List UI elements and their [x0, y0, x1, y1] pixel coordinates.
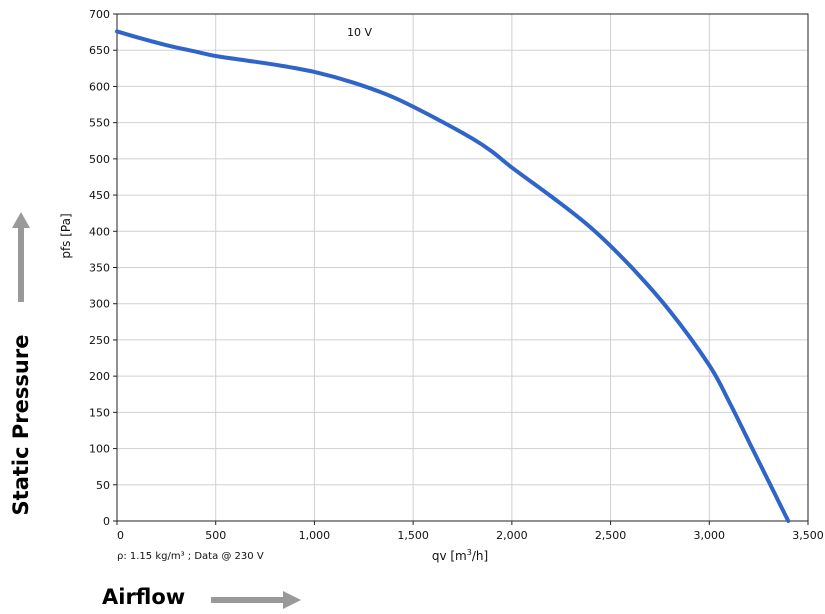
- y-tick-label: 50: [96, 479, 110, 492]
- y-tick-label: 200: [89, 370, 110, 383]
- y-tick-label: 350: [89, 262, 110, 275]
- airflow-label: Airflow: [102, 585, 186, 609]
- grid-lines: [116, 13, 809, 522]
- y-tick-label: 100: [89, 443, 110, 456]
- y-tick-label: 250: [89, 334, 110, 347]
- y-tick-label: 700: [89, 8, 110, 21]
- y-tick-label: 600: [89, 80, 110, 93]
- x-axis-title-sup: 3: [467, 548, 472, 557]
- y-tick-label: 400: [89, 225, 110, 238]
- x-tick-label: 3,000: [694, 529, 726, 542]
- y-axis-ticks: 0 50 100 150 200 250 300 350 400 450 500 550 600 650 7…: [89, 8, 117, 528]
- static-pressure-label: Static Pressure: [9, 334, 33, 516]
- x-tick-label: 0: [117, 529, 124, 542]
- arrow-right-icon: [211, 591, 301, 609]
- y-tick-label: 650: [89, 44, 110, 57]
- footnote: ρ: 1.15 kg/m³ ; Data @ 230 V: [117, 551, 264, 562]
- x-tick-label: 500: [205, 529, 226, 542]
- arrow-right-shape: [211, 591, 301, 609]
- x-axis-title-end: /h]: [472, 549, 488, 563]
- y-tick-label: 0: [103, 515, 110, 528]
- x-axis-title-main: qv [m: [432, 549, 467, 563]
- x-axis-title: qv [m3/h]: [432, 548, 488, 563]
- x-tick-label: 3,500: [792, 529, 824, 542]
- y-tick-label: 150: [89, 406, 110, 419]
- x-tick-label: 1,000: [299, 529, 331, 542]
- x-tick-label: 1,500: [397, 529, 429, 542]
- x-tick-label: 2,500: [595, 529, 627, 542]
- y-tick-label: 500: [89, 153, 110, 166]
- x-tick-label: 2,000: [496, 529, 528, 542]
- y-tick-label: 550: [89, 117, 110, 130]
- series-label: 10 V: [347, 26, 372, 39]
- x-axis-ticks: 0 500 1,000 1,500 2,000 2,500 3,000 3,500: [116, 521, 824, 542]
- y-tick-label: 450: [89, 189, 110, 202]
- arrow-up-icon: [12, 212, 30, 302]
- series-line-10v: [115, 29, 791, 523]
- y-axis-title: pfs [Pa]: [59, 213, 73, 258]
- arrow-up-shape: [12, 212, 30, 302]
- y-tick-label: 300: [89, 298, 110, 311]
